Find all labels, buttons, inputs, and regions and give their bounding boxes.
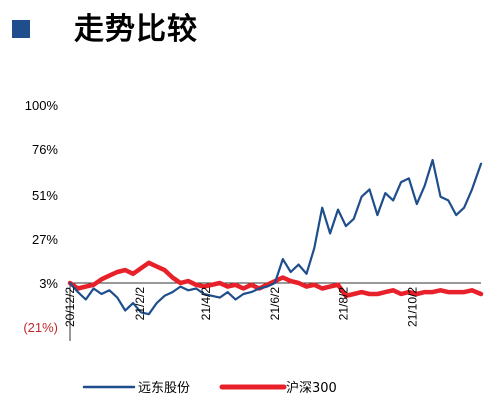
legend: 远东股份 沪深300	[82, 380, 337, 396]
x-tick-label: 21/6/2	[268, 287, 282, 321]
y-tick-label: 27%	[32, 232, 58, 247]
y-tick-label: 51%	[32, 188, 58, 203]
y-tick-label: 3%	[39, 276, 58, 291]
y-tick-label: 100%	[25, 98, 59, 113]
page-title: 走势比较	[74, 12, 198, 47]
y-tick-label: (21%)	[23, 320, 58, 335]
x-tick-label: 21/2/2	[133, 287, 147, 321]
title-marker	[12, 20, 30, 38]
x-tick-label: 21/10/2	[405, 287, 419, 327]
x-tick-label: 20/12/2	[63, 287, 77, 327]
x-axis-ticks: 20/12/2 21/2/2 21/4/2 21/6/2 21/8/2 21/10/2	[63, 287, 419, 327]
legend-label: 远东股份	[138, 381, 190, 396]
series-line-a	[68, 158, 483, 316]
x-tick-label: 21/8/2	[337, 287, 351, 321]
title-marker-square	[12, 20, 30, 38]
y-axis-ticks: 100% 76% 51% 27% 3% (21%)	[23, 98, 58, 335]
y-tick-label: 76%	[32, 142, 58, 157]
x-tick-label: 21/4/2	[199, 287, 213, 321]
legend-label: 沪深300	[286, 380, 337, 396]
series-layer	[67, 158, 484, 316]
